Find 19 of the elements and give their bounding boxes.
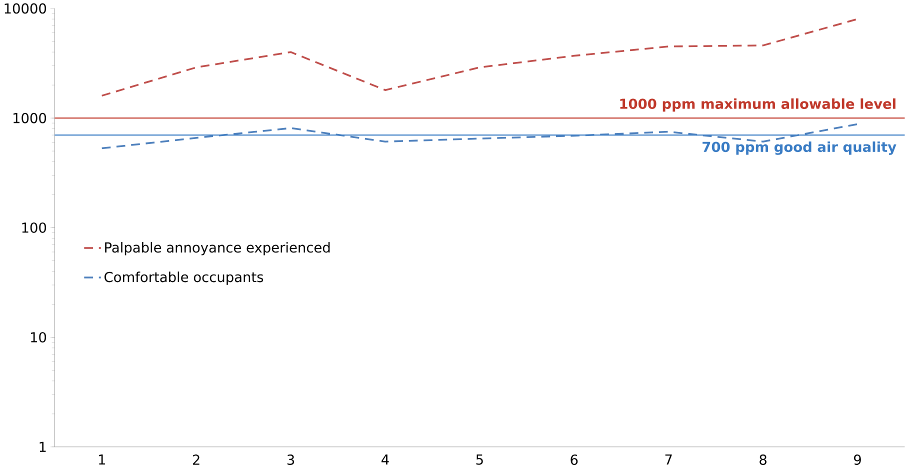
x-tick-label: 4 — [382, 454, 389, 464]
y-tick-label: 100 — [22, 222, 46, 233]
x-tick-label: 9 — [854, 454, 861, 465]
x-tick-label: 7 — [665, 454, 672, 464]
legend-label: Palpable annoyance experienced — [105, 242, 330, 256]
x-tick-label: 6 — [570, 454, 578, 465]
y-tick-label: 10000 — [4, 3, 46, 14]
line-series — [100, 18, 858, 96]
y-tick-label: 10 — [31, 332, 46, 342]
ref-line-label: 1000 ppm maximum allowable level — [620, 98, 896, 112]
y-tick-label: 1 — [40, 442, 46, 452]
x-tick-label: 2 — [192, 454, 200, 465]
x-tick-label: 1 — [98, 454, 105, 464]
x-tick-label: 8 — [760, 454, 766, 465]
x-tick-label: 5 — [476, 454, 483, 465]
x-tick-label: 3 — [287, 454, 294, 465]
legend-label: Comfortable occupants — [104, 271, 264, 285]
y-tick-label: 1000 — [14, 112, 46, 124]
ref-line-label: 700 ppm good air quality — [702, 141, 896, 155]
